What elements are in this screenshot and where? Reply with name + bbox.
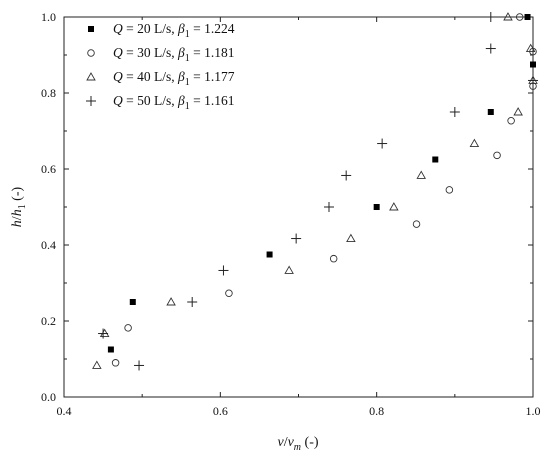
data-point-open-triangle	[284, 265, 294, 274]
x-axis-title: v/vm (-)	[277, 435, 318, 453]
legend-marker-open-circle	[87, 49, 95, 57]
legend-label: Q = 30 L/s, β1 = 1.181	[113, 45, 234, 64]
legend-marker-open-triangle	[86, 72, 96, 81]
data-point-plus	[187, 297, 198, 307]
x-tick-label: 0.4	[57, 404, 72, 418]
data-point-plus	[485, 43, 496, 54]
data-point-plus	[485, 12, 496, 22]
data-point-open-circle	[111, 359, 120, 367]
data-point-plus	[528, 75, 538, 86]
data-point-plus	[218, 265, 229, 276]
data-point-filled-square	[530, 61, 536, 68]
legend: Q = 20 L/s, β1 = 1.224 Q = 30 L/s, β1 = 1…	[86, 21, 235, 112]
data-point-open-circle	[329, 254, 338, 263]
x-tick-label: 1.0	[526, 404, 541, 418]
y-tick-label: 0.0	[41, 390, 56, 404]
data-point-filled-square	[107, 346, 114, 353]
data-point-plus	[341, 170, 352, 181]
y-axis-title: h/h1 (-)	[10, 186, 28, 227]
data-point-filled-square	[129, 299, 136, 305]
data-point-open-triangle	[389, 202, 399, 211]
data-point-open-circle	[493, 151, 501, 160]
data-point-plus	[323, 202, 334, 212]
data-point-open-circle	[124, 324, 132, 332]
data-point-open-triangle	[416, 170, 426, 179]
data-point-open-circle	[225, 289, 233, 298]
data-point-plus	[98, 328, 109, 339]
data-point-open-triangle	[92, 360, 102, 369]
data-point-open-circle	[412, 220, 421, 228]
legend-marker-plus	[86, 96, 96, 106]
data-point-open-triangle	[513, 107, 523, 116]
data-point-filled-square	[373, 204, 380, 210]
y-tick-label: 0.4	[41, 238, 56, 252]
data-point-open-triangle	[525, 43, 536, 52]
legend-label: Q = 20 L/s, β1 = 1.224	[113, 21, 235, 40]
y-tick-label: 0.8	[41, 86, 56, 100]
data-point-open-triangle	[166, 297, 176, 306]
x-tick-label: 0.8	[369, 404, 384, 418]
data-point-filled-square	[432, 156, 439, 163]
data-point-open-triangle	[469, 138, 480, 147]
y-tick-label: 0.6	[41, 162, 56, 176]
data-point-open-circle	[507, 116, 515, 125]
data-point-open-circle	[515, 13, 524, 21]
data-point-plus	[134, 360, 145, 371]
x-tick-label: 0.6	[213, 404, 228, 418]
data-point-plus	[291, 233, 302, 244]
data-point-filled-square	[266, 251, 273, 258]
legend-marker-filled-square	[88, 26, 94, 32]
data-point-plus	[377, 138, 388, 149]
y-tick-label: 0.2	[41, 314, 56, 328]
data-point-open-circle	[445, 186, 454, 194]
y-tick-label: 1.0	[41, 10, 56, 24]
data-points	[92, 12, 538, 371]
data-point-plus	[449, 107, 460, 117]
data-point-filled-square	[524, 14, 531, 20]
data-point-open-triangle	[503, 12, 513, 21]
axis-ticks: 0.4 0.6 0.8 1.0 0.0 0.2 0.4 0.6 0.8 1.0	[41, 10, 541, 418]
data-point-open-triangle	[346, 233, 356, 242]
legend-label: Q = 40 L/s, β1 = 1.177	[113, 69, 235, 88]
legend-label: Q = 50 L/s, β1 = 1.161	[113, 93, 234, 112]
data-point-filled-square	[487, 109, 494, 115]
